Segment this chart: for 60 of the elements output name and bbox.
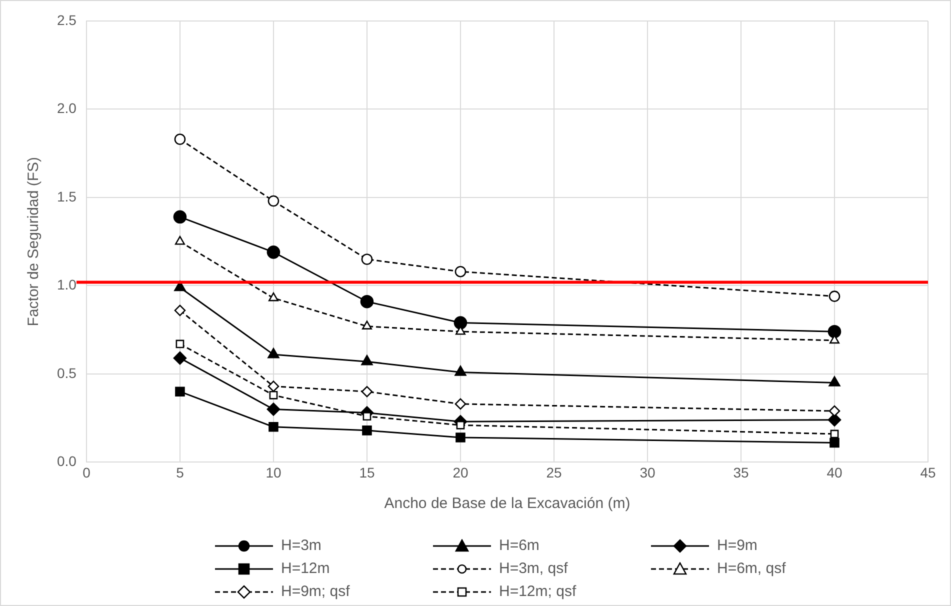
point xyxy=(830,438,840,448)
point xyxy=(362,320,372,330)
point xyxy=(266,402,280,416)
point xyxy=(362,412,372,420)
x-tick-label: 5 xyxy=(176,464,184,480)
x-tick-label: 45 xyxy=(920,464,936,480)
legend-label: H=12m xyxy=(281,560,330,577)
legend-label: H=6m xyxy=(499,537,540,554)
point xyxy=(361,386,373,398)
y-tick-label: 2.5 xyxy=(56,12,77,28)
legend-label: H=9m; qsf xyxy=(281,583,350,600)
point xyxy=(269,390,278,400)
y-axis-title: Factor de Seguridad (FS) xyxy=(25,156,42,326)
point xyxy=(454,398,466,410)
point xyxy=(268,348,280,358)
y-tick-label: 1.5 xyxy=(56,188,77,204)
point xyxy=(268,292,278,302)
point xyxy=(830,430,839,438)
x-tick-label: 0 xyxy=(82,464,91,480)
legend-label: H=12m; qsf xyxy=(499,583,576,600)
point xyxy=(828,324,842,338)
point xyxy=(454,266,466,278)
legend-label: H=3m, qsf xyxy=(499,560,568,577)
point xyxy=(268,195,280,207)
point xyxy=(174,280,186,292)
y-tick-label: 0.5 xyxy=(56,364,77,381)
point xyxy=(176,340,184,348)
point xyxy=(360,294,374,308)
point xyxy=(174,236,185,245)
point xyxy=(174,304,186,316)
x-tick-label: 40 xyxy=(826,464,842,480)
point xyxy=(174,134,186,145)
y-tick-label: 0.0 xyxy=(56,453,77,470)
legend-label: H=6m, qsf xyxy=(717,560,786,577)
point xyxy=(828,413,842,426)
x-tick-label: 25 xyxy=(546,464,562,480)
point xyxy=(173,210,187,224)
x-tick-label: 15 xyxy=(359,464,375,480)
point xyxy=(828,376,840,386)
x-tick-label: 30 xyxy=(640,464,656,480)
point xyxy=(268,422,278,432)
y-tick-label: 2.0 xyxy=(56,100,77,116)
point xyxy=(266,246,280,259)
legend-label: H=9m xyxy=(717,537,758,554)
point xyxy=(362,426,372,436)
point xyxy=(361,254,373,265)
point xyxy=(173,351,187,365)
point xyxy=(175,386,185,396)
point xyxy=(361,354,373,366)
x-tick-label: 35 xyxy=(733,464,749,480)
x-axis-title: Ancho de Base de la Excavación (m) xyxy=(384,495,630,512)
point xyxy=(268,380,280,392)
point xyxy=(454,316,468,330)
legend-label: H=3m xyxy=(281,537,322,554)
y-tick-label: 1.0 xyxy=(56,276,77,293)
point xyxy=(454,366,466,376)
x-tick-label: 20 xyxy=(452,464,468,480)
x-tick-label: 10 xyxy=(266,464,282,480)
point xyxy=(828,290,840,302)
point xyxy=(456,432,466,442)
